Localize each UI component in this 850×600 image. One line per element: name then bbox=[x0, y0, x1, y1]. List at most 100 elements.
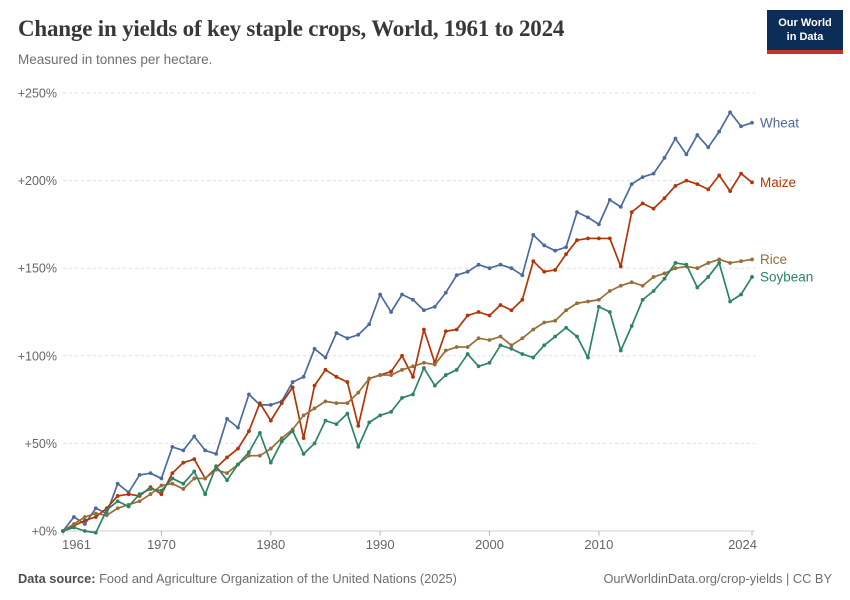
data-point-soybean bbox=[279, 439, 284, 444]
data-point-soybean bbox=[618, 348, 623, 353]
data-point-soybean bbox=[542, 343, 547, 348]
footer-link[interactable]: OurWorldinData.org/crop-yields | CC BY bbox=[603, 571, 832, 586]
data-point-soybean bbox=[72, 525, 76, 530]
data-point-wheat bbox=[564, 245, 568, 250]
data-point-rice bbox=[115, 506, 120, 511]
data-point-soybean bbox=[640, 297, 645, 302]
data-source-value: Food and Agriculture Organization of the… bbox=[99, 571, 457, 586]
data-point-rice bbox=[596, 297, 601, 302]
data-point-soybean bbox=[104, 508, 109, 512]
data-point-wheat bbox=[203, 448, 208, 453]
data-point-wheat bbox=[575, 210, 579, 215]
series-line-soybean[interactable] bbox=[62, 262, 753, 534]
series-line-rice[interactable] bbox=[62, 258, 753, 532]
data-point-maize bbox=[411, 374, 415, 379]
data-point-rice bbox=[432, 362, 437, 367]
data-point-rice bbox=[170, 481, 175, 486]
data-point-maize bbox=[695, 182, 700, 187]
data-point-maize bbox=[290, 385, 295, 390]
owid-logo-line1: Our World bbox=[778, 17, 832, 29]
data-point-rice bbox=[301, 413, 306, 418]
data-point-wheat bbox=[662, 155, 667, 160]
data-point-soybean bbox=[487, 360, 492, 365]
data-point-wheat bbox=[181, 448, 186, 453]
data-point-rice bbox=[454, 345, 459, 349]
data-point-soybean bbox=[312, 441, 317, 446]
owid-logo[interactable]: Our World in Data bbox=[767, 10, 843, 54]
series-line-maize[interactable] bbox=[62, 172, 753, 532]
data-point-rice bbox=[137, 499, 142, 504]
data-point-rice bbox=[93, 511, 98, 516]
data-point-soybean bbox=[629, 324, 634, 328]
data-point-soybean bbox=[268, 460, 273, 465]
series-label-maize[interactable]: Maize bbox=[760, 175, 796, 190]
data-point-wheat bbox=[651, 171, 656, 176]
data-point-wheat bbox=[367, 322, 372, 327]
data-point-rice bbox=[400, 367, 404, 372]
data-point-wheat bbox=[400, 292, 404, 297]
data-point-soybean bbox=[465, 352, 470, 356]
data-point-maize bbox=[684, 178, 689, 183]
data-point-rice bbox=[225, 471, 229, 476]
data-point-soybean bbox=[159, 488, 164, 493]
data-point-rice bbox=[706, 261, 711, 265]
owid-logo-stripe bbox=[767, 49, 843, 54]
data-point-soybean bbox=[257, 430, 262, 435]
data-point-rice bbox=[356, 390, 361, 395]
data-point-rice bbox=[750, 257, 754, 262]
data-point-maize bbox=[356, 423, 361, 428]
data-source-text: Data source: Food and Agriculture Organi… bbox=[18, 571, 457, 586]
series-label-rice[interactable]: Rice bbox=[760, 252, 787, 267]
data-point-wheat bbox=[531, 233, 536, 237]
data-point-maize bbox=[159, 492, 164, 497]
data-source-label: Data source: bbox=[18, 571, 96, 586]
data-point-wheat bbox=[717, 129, 722, 134]
data-point-wheat bbox=[72, 515, 76, 519]
data-point-soybean bbox=[61, 529, 65, 533]
data-point-maize bbox=[575, 238, 579, 243]
data-point-wheat bbox=[728, 110, 733, 115]
data-point-rice bbox=[607, 289, 612, 293]
data-point-maize bbox=[454, 327, 459, 332]
data-point-maize bbox=[596, 236, 601, 241]
data-point-rice bbox=[181, 487, 186, 491]
data-point-maize bbox=[225, 455, 229, 460]
data-point-rice bbox=[159, 483, 164, 488]
y-axis-label: +0% bbox=[32, 525, 57, 539]
data-point-soybean bbox=[400, 395, 404, 400]
data-point-maize bbox=[115, 494, 120, 498]
data-point-soybean bbox=[367, 420, 372, 425]
data-point-wheat bbox=[389, 310, 393, 314]
data-point-soybean bbox=[93, 530, 98, 535]
data-point-soybean bbox=[148, 487, 153, 491]
data-point-rice bbox=[695, 266, 700, 271]
data-point-maize bbox=[717, 173, 722, 178]
data-point-rice bbox=[257, 453, 262, 458]
data-point-rice bbox=[247, 453, 251, 458]
y-axis-label: +100% bbox=[18, 349, 57, 363]
data-point-wheat bbox=[323, 355, 328, 360]
data-point-rice bbox=[334, 401, 339, 406]
data-point-wheat bbox=[596, 222, 601, 227]
data-point-soybean bbox=[334, 422, 339, 427]
series-line-wheat[interactable] bbox=[62, 111, 753, 532]
data-point-rice bbox=[509, 343, 514, 348]
data-point-maize bbox=[629, 210, 634, 215]
data-point-soybean bbox=[509, 346, 514, 351]
data-point-maize bbox=[586, 236, 590, 241]
data-point-soybean bbox=[695, 285, 700, 290]
data-point-soybean bbox=[378, 413, 383, 418]
data-point-soybean bbox=[126, 504, 131, 509]
x-axis-label: 1961 bbox=[62, 537, 91, 552]
series-label-soybean[interactable]: Soybean bbox=[760, 269, 813, 284]
data-point-wheat bbox=[553, 248, 558, 253]
data-point-soybean bbox=[236, 462, 240, 467]
series-label-wheat[interactable]: Wheat bbox=[760, 115, 799, 130]
data-point-soybean bbox=[673, 261, 678, 265]
data-point-rice bbox=[367, 376, 372, 381]
data-point-rice bbox=[629, 280, 634, 285]
data-point-maize bbox=[345, 380, 350, 384]
data-point-wheat bbox=[137, 473, 142, 477]
data-point-wheat bbox=[520, 273, 525, 278]
